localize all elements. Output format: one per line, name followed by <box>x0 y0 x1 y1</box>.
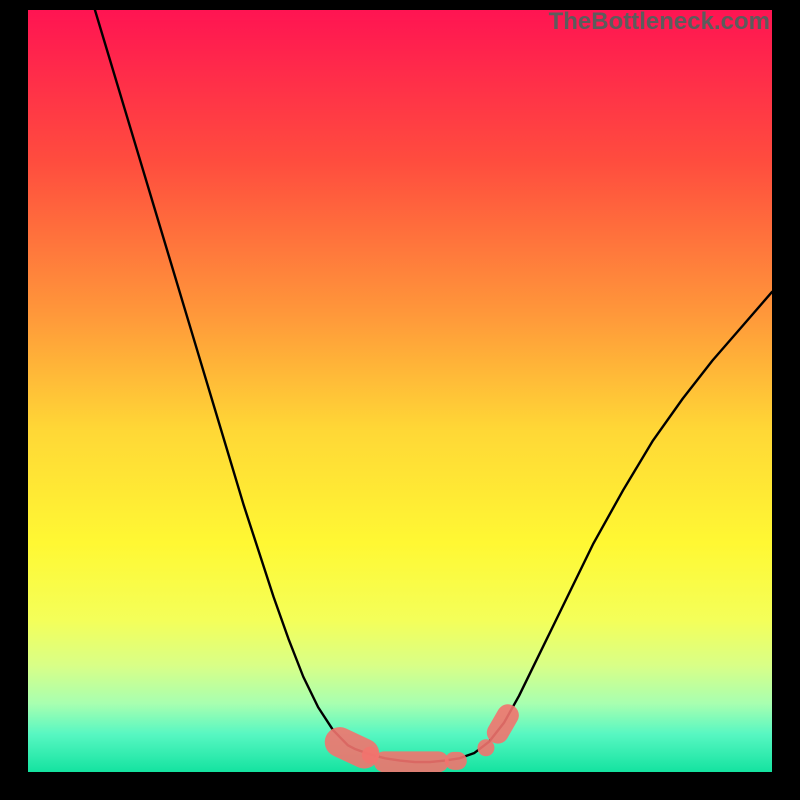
highlight-marker <box>374 751 448 772</box>
highlight-marker <box>445 751 467 769</box>
chart-frame: TheBottleneck.com <box>0 0 800 800</box>
plot-area <box>28 10 772 772</box>
watermark-text: TheBottleneck.com <box>549 8 770 36</box>
marker-layer <box>28 10 772 772</box>
